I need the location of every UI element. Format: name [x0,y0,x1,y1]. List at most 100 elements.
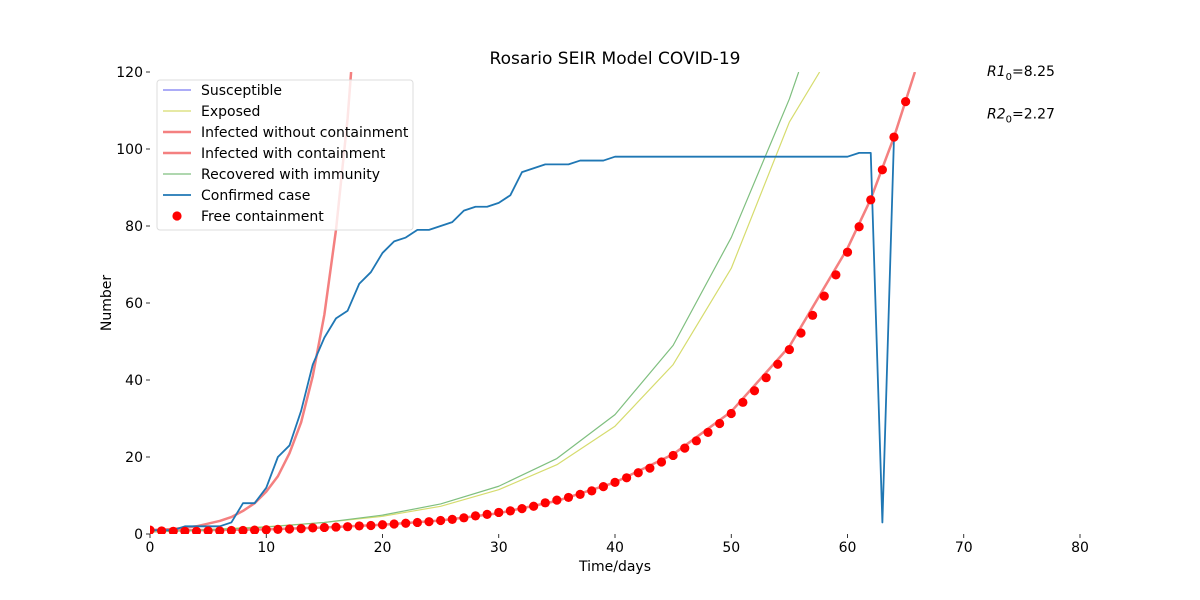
free-containment-point [819,291,829,301]
free-containment-point [366,520,376,531]
chart-title: Rosario SEIR Model COVID-19 [490,49,741,69]
free-containment-point [191,526,202,534]
plot-area [150,72,917,534]
x-tick-label: 80 [1071,540,1089,556]
free-containment-point [331,522,341,532]
free-containment-point [854,222,864,232]
free-containment-point [773,359,783,369]
free-containment-point [738,397,748,407]
free-containment-point [691,436,701,446]
x-tick-label: 20 [374,540,392,556]
free-containment-point [901,97,911,107]
y-tick-label: 60 [125,296,143,312]
free-containment-point [540,498,550,508]
x-tick-label: 70 [955,540,973,556]
free-containment-point [808,310,818,320]
legend-marker-free-containment [172,211,182,221]
free-containment-point [598,482,608,492]
free-containment-point [587,486,597,496]
free-containment-point [715,418,725,429]
x-tick-label: 60 [839,540,857,556]
free-containment-point [250,525,260,534]
free-containment-point [215,526,225,534]
r0-annotation: R20=2.27 [987,106,1055,125]
free-containment-point [889,132,899,142]
free-containment-point [680,443,690,453]
legend-label-free-containment: Free containment [201,209,324,225]
free-containment-point [168,526,178,534]
free-containment-point [447,514,457,524]
free-containment-point [226,525,236,534]
free-containment-point [308,523,318,533]
free-containment-point [377,520,388,530]
free-containment-point [529,501,539,511]
x-tick-label: 10 [257,540,275,556]
free-containment-point [180,526,190,534]
free-containment-point [273,524,283,534]
free-containment-point [470,511,481,521]
legend-label-confirmed-case: Confirmed case [201,188,310,204]
free-containment-point [157,526,167,534]
free-containment-point [459,513,469,523]
legend-label-exposed: Exposed [201,104,260,120]
x-axis-label: Time/days [578,559,651,575]
legend-label-susceptible: Susceptible [201,83,282,99]
free-containment-point [354,521,364,531]
legend-frame [156,79,414,231]
annotations: R10=8.25 R20=2.27 [987,64,1055,125]
free-containment-point [749,386,760,396]
y-tick-label: 20 [125,450,143,466]
free-containment-point [761,373,771,383]
legend-label-infected-without-containment: Infected without containment [201,125,409,141]
free-containment-point [150,525,155,534]
y-tick-label: 0 [134,527,143,543]
free-containment-point [622,473,632,483]
free-containment-point [633,468,643,478]
free-containment-point [563,492,574,503]
free-containment-point [389,519,399,529]
free-containment-point [505,506,515,516]
legend-label-recovered-with-immunity: Recovered with immunity [201,167,380,183]
free-containment-point [610,477,620,488]
free-containment-point [645,463,655,473]
free-containment-point [261,525,271,534]
axes: 0 10 20 30 40 50 60 70 80 0 20 40 60 80 100 120 [116,65,1089,556]
free-containment-point [796,328,806,338]
x-tick-label: 40 [606,540,624,556]
y-axis-label: Number [99,275,115,331]
y-tick-label: 100 [116,142,143,158]
free-containment-point [482,509,492,519]
free-containment-point [517,503,527,514]
y-tick-label: 40 [125,373,143,389]
free-containment-point [284,524,295,534]
free-containment-point [296,524,306,534]
free-containment-point [866,195,876,205]
x-tick-label: 30 [490,540,508,556]
series-line-confirmed-case [150,137,895,532]
free-containment-point [401,518,411,528]
x-tick-label: 0 [146,540,155,556]
legend-label-infected-with-containment: Infected with containment [201,146,386,162]
free-containment-point [703,427,713,437]
free-containment-point [494,507,504,518]
free-containment-point [343,522,353,532]
free-containment-point [842,247,853,257]
free-containment-point [238,525,248,534]
free-containment-point [831,270,841,280]
y-tick-label: 80 [125,219,143,235]
free-containment-point [656,457,667,467]
free-containment-point [575,489,585,499]
series-line-infected-without-containment [150,72,353,532]
free-containment-point [203,526,213,534]
free-containment-point [436,515,446,526]
free-containment-point [784,344,794,355]
free-containment-point [424,517,434,527]
free-containment-point [412,517,422,528]
r0-annotation: R10=8.25 [987,64,1055,83]
x-tick-label: 50 [722,540,740,556]
free-containment-point [319,522,329,533]
legend: Susceptible Exposed Infected without conta… [156,79,414,231]
free-containment-point [668,450,678,461]
free-containment-point [726,408,736,419]
